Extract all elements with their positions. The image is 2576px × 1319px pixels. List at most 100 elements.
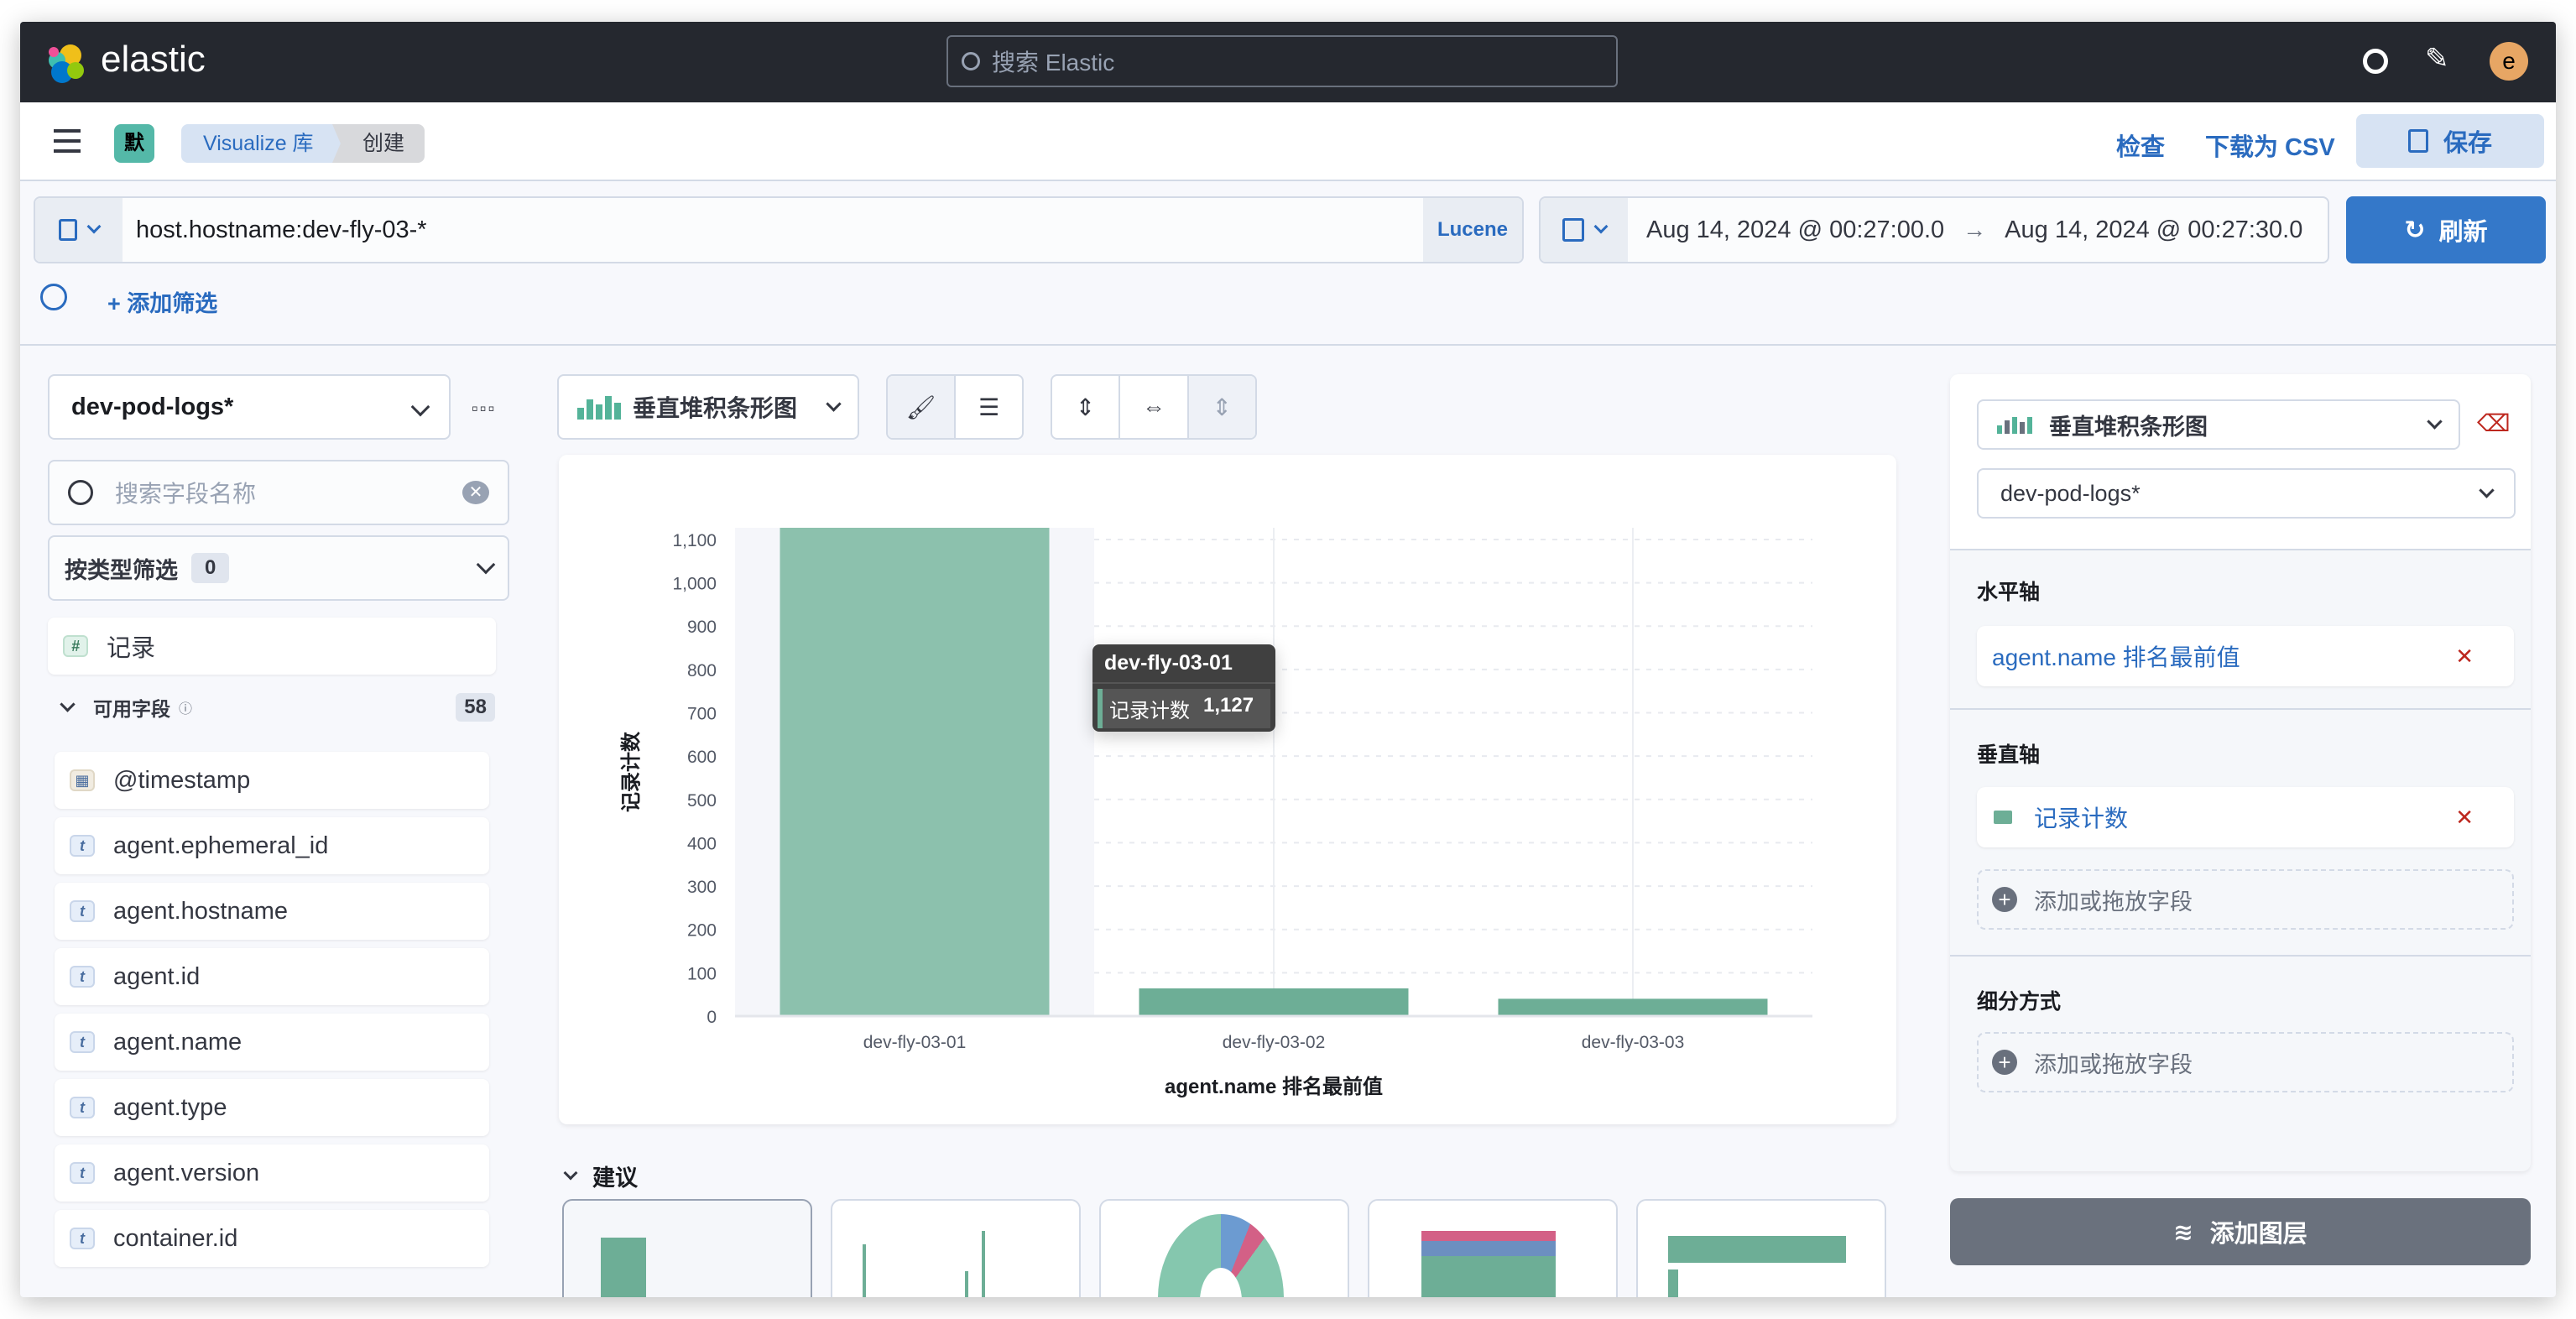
refresh-button[interactable]: ↻ 刷新: [2346, 196, 2546, 263]
axis-button-group: ⇕ ⇔ ⇕: [1051, 374, 1257, 440]
field-item[interactable]: t agent.type: [55, 1079, 489, 1136]
x-axis-dimension[interactable]: agent.name 排名最前值 ✕: [1977, 626, 2514, 686]
y-tick-label: 1,000: [672, 575, 717, 594]
field-name: agent.ephemeral_id: [113, 832, 329, 859]
query-input[interactable]: host.hostname:dev-fly-03-*: [136, 216, 427, 243]
bottom-axis-icon[interactable]: ⇔: [1120, 376, 1189, 438]
y-tick-label: 0: [707, 1008, 717, 1027]
field-item[interactable]: t container.id: [55, 1210, 489, 1267]
app-window: elastic 搜索 Elastic ✎ e 默 Visualize 库 创建 …: [20, 22, 2556, 1297]
string-type-icon: t: [70, 1228, 95, 1249]
chevron-down-icon: [826, 395, 842, 412]
remove-icon[interactable]: ✕: [2455, 643, 2474, 669]
field-item[interactable]: t agent.name: [55, 1014, 489, 1071]
chevron-down-icon: [563, 1165, 578, 1180]
tooltip-label: 记录计数: [1109, 700, 1190, 722]
end-date[interactable]: Aug 14, 2024 @ 00:27:30.0: [2005, 216, 2303, 243]
bar-chart-icon: [577, 394, 621, 420]
date-picker[interactable]: Aug 14, 2024 @ 00:27:00.0 → Aug 14, 2024…: [1539, 196, 2329, 263]
menu-icon[interactable]: [54, 129, 81, 153]
x-tick-label: dev-fly-03-03: [1582, 1033, 1685, 1052]
plus-icon: +: [1992, 1050, 2017, 1075]
start-date[interactable]: Aug 14, 2024 @ 00:27:00.0: [1646, 216, 1945, 243]
query-language-button[interactable]: Lucene: [1423, 198, 1522, 262]
suggestion-donut[interactable]: [1099, 1199, 1349, 1297]
field-name: @timestamp: [113, 766, 251, 794]
suggestion-histogram[interactable]: [831, 1199, 1081, 1297]
tooltip-title: dev-fly-03-01: [1092, 644, 1275, 684]
help-icon[interactable]: ⓘ: [179, 702, 193, 717]
global-search-input[interactable]: 搜索 Elastic: [946, 35, 1618, 87]
filter-count-badge: 0: [191, 553, 230, 583]
save-icon: [59, 219, 77, 241]
layer-index-pattern-select[interactable]: dev-pod-logs*: [1977, 468, 2516, 519]
chevron-down-icon: [476, 555, 496, 575]
index-pattern-select[interactable]: dev-pod-logs*: [48, 374, 451, 440]
suggestion-stacked-bar[interactable]: [1368, 1199, 1618, 1297]
x-tick-label: dev-fly-03-01: [863, 1033, 967, 1052]
help-icon[interactable]: [2363, 49, 2388, 74]
paintbrush-icon[interactable]: 🖌: [888, 376, 956, 438]
legend-list-icon[interactable]: ☰: [978, 394, 1000, 420]
download-csv-link[interactable]: 下载为 CSV: [2205, 134, 2335, 161]
more-options-icon[interactable]: ▫▫▫: [472, 398, 497, 419]
chevron-down-icon: [86, 219, 102, 234]
field-search-input[interactable]: 搜索字段名称 ✕: [48, 460, 509, 525]
field-item[interactable]: ▦ @timestamp: [55, 752, 489, 809]
y-tick-label: 300: [687, 878, 717, 897]
field-records[interactable]: # 记录: [48, 618, 496, 675]
color-swatch: [1994, 811, 2012, 824]
avatar[interactable]: e: [2490, 42, 2528, 81]
breakdown-add-field[interactable]: + 添加或拖放字段: [1977, 1032, 2514, 1092]
clear-icon[interactable]: ✕: [462, 481, 489, 504]
space-badge[interactable]: 默: [114, 124, 154, 163]
style-button-group: 🖌 ☰: [886, 374, 1024, 440]
inspect-link[interactable]: 检查: [2116, 134, 2166, 161]
y-axis-add-field[interactable]: + 添加或拖放字段: [1977, 869, 2514, 930]
suggestion-bar[interactable]: [562, 1199, 812, 1297]
field-item[interactable]: t agent.ephemeral_id: [55, 817, 489, 874]
x-axis-section-label: 水平轴: [1977, 581, 2041, 604]
filter-icon[interactable]: [40, 284, 67, 310]
save-label: 保存: [2443, 130, 2492, 157]
chart-panel: 0 100 200 300 400 500 600 700 800 900 1,000 1,100 de…: [559, 455, 1896, 1124]
nav-bar: 默 Visualize 库 创建 检查 下载为 CSV 保存: [20, 102, 2556, 181]
chevron-down-icon: [1593, 219, 1609, 234]
filter-by-type-button[interactable]: 按类型筛选 0: [48, 535, 509, 601]
news-icon[interactable]: ✎: [2425, 43, 2449, 75]
available-fields-toggle[interactable]: 可用字段 ⓘ 58: [57, 693, 495, 722]
eraser-icon[interactable]: ⌫: [2477, 410, 2511, 436]
field-item[interactable]: t agent.version: [55, 1144, 489, 1202]
bar-dev-fly-03-03: [1498, 998, 1768, 1016]
left-axis-icon[interactable]: ⇕: [1052, 376, 1121, 438]
field-search-placeholder: 搜索字段名称: [115, 481, 257, 507]
suggestion-horizontal-bar[interactable]: [1636, 1199, 1886, 1297]
bar-chart: 0 100 200 300 400 500 600 700 800 900 1,000 1,100 de…: [620, 528, 1812, 1098]
breadcrumb-visualize-library[interactable]: Visualize 库: [181, 124, 356, 163]
quick-menu-button[interactable]: [1541, 198, 1628, 262]
right-axis-icon[interactable]: ⇕: [1188, 376, 1255, 438]
field-item[interactable]: t agent.hostname: [55, 883, 489, 940]
bar-chart-icon: [1997, 415, 2032, 434]
add-filter-button[interactable]: + 添加筛选: [107, 291, 218, 316]
chevron-down-icon: [410, 397, 430, 417]
x-axis-title: agent.name 排名最前值: [1165, 1075, 1383, 1098]
calendar-icon: [1562, 218, 1584, 242]
string-type-icon: t: [70, 1097, 95, 1118]
field-item[interactable]: t agent.id: [55, 948, 489, 1005]
save-button[interactable]: 保存: [2356, 114, 2544, 168]
chart-type-select[interactable]: 垂直堆积条形图: [557, 374, 859, 440]
y-tick-label: 900: [687, 618, 717, 637]
logo-text: elastic: [101, 39, 206, 80]
saved-query-button[interactable]: [35, 198, 123, 262]
add-layer-button[interactable]: ≋ 添加图层: [1950, 1198, 2531, 1265]
y-axis-dimension[interactable]: 记录计数 ✕: [1977, 787, 2514, 847]
breakdown-section-label: 细分方式: [1977, 990, 2062, 1014]
layer-chart-type-select[interactable]: 垂直堆积条形图: [1977, 399, 2460, 450]
string-type-icon: t: [70, 1031, 95, 1053]
remove-icon[interactable]: ✕: [2455, 804, 2474, 830]
date-type-icon: ▦: [70, 769, 95, 791]
index-pattern-value: dev-pod-logs*: [71, 393, 234, 420]
field-name: agent.id: [113, 962, 201, 990]
suggestions-toggle[interactable]: 建议: [563, 1160, 638, 1192]
